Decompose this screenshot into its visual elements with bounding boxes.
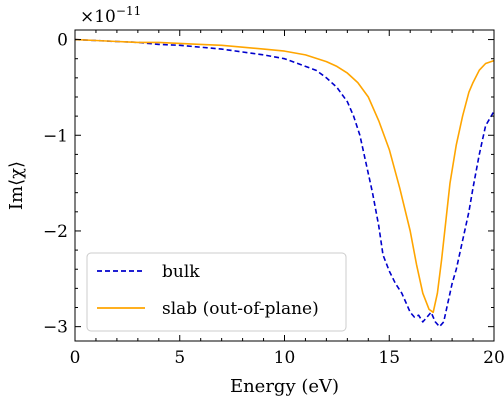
x-tick-label: 0: [70, 348, 81, 368]
y-axis-multiplier: ×10−11: [80, 4, 141, 27]
x-tick-label: 20: [483, 348, 504, 368]
x-tick-label: 10: [274, 348, 296, 368]
y-axis-multiplier-base: ×10: [80, 7, 116, 27]
series-line-slab: [74, 38, 495, 314]
plot-area-frame: [74, 29, 495, 342]
y-tick-label: 0: [57, 31, 68, 51]
x-tick-label: 5: [174, 348, 185, 368]
y-axis-label: Im⟨χ⟩: [6, 161, 27, 210]
legend-label: bulk: [162, 262, 200, 282]
x-tick-label: 15: [378, 348, 400, 368]
y-tick-label: −1: [43, 126, 68, 146]
y-axis-multiplier-exponent: −11: [116, 4, 141, 18]
y-tick-label: −2: [43, 222, 68, 242]
series-layer: [74, 38, 495, 328]
ticks-layer: 0 5 10 15 20 0 −1 −2 −3: [43, 30, 504, 368]
legend-label: slab (out-of-plane): [162, 299, 319, 319]
series-line-bulk: [74, 38, 495, 328]
legend: bulk slab (out-of-plane): [86, 252, 347, 332]
x-axis-label: Energy (eV): [230, 376, 339, 397]
legend-box: [86, 252, 347, 332]
y-tick-label: −3: [43, 318, 68, 338]
